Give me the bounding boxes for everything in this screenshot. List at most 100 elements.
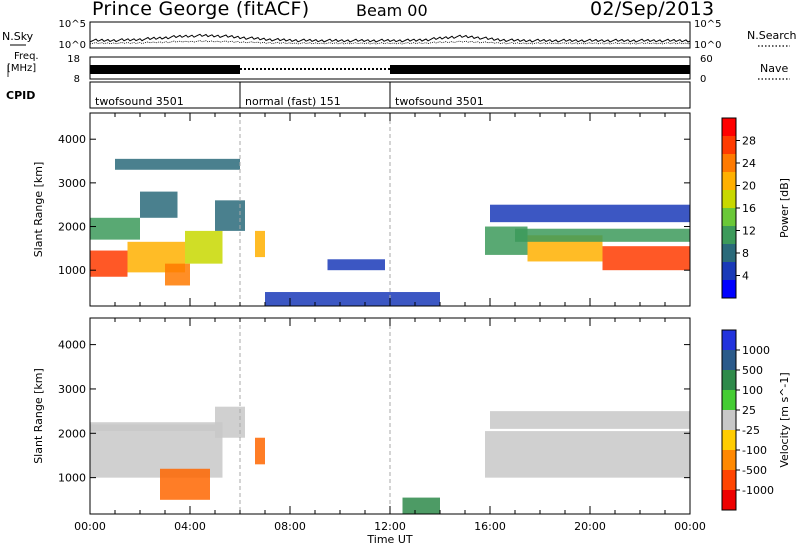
cpid-segment-label: twofsound 3501 [395,95,484,108]
freq-unit-label: [MHz] [7,63,37,74]
colorbar-swatch [722,450,736,471]
colorbar-swatch [722,330,736,351]
colorbar-tick-label: 8 [742,247,749,260]
cpid-segment-label: twofsound 3501 [95,95,184,108]
power-data-band [90,217,140,240]
time-tick-label: 08:00 [274,520,306,533]
velocity-data-band [90,422,223,478]
freq-left-tick-top: 18 [67,54,80,65]
power-ytick-label: 3000 [58,177,86,190]
power-ytick-label: 1000 [58,264,86,277]
noise-sky-series [89,33,691,43]
colorbar-tick-label: 20 [742,180,756,193]
power-ytick-label: 2000 [58,221,86,234]
velocity-y-axis-label: Slant Range [km] [32,368,45,464]
velocity-ytick-label: 2000 [58,427,86,440]
velocity-data-band [90,424,215,432]
time-tick-label: 04:00 [174,520,206,533]
nave-label: Nave [760,62,789,75]
cpid-segment-label: normal (fast) 151 [245,95,341,108]
colorbar-tick-label: 25 [742,404,756,417]
colorbar-swatch [722,430,736,451]
colorbar-swatch [722,154,736,173]
velocity-ytick-label: 3000 [58,383,86,396]
freq-band-a [90,65,240,74]
power-data-band [185,230,223,264]
colorbar-tick-label: 28 [742,135,756,148]
power-ytick-label: 4000 [58,133,86,146]
colorbar-tick-label: 500 [742,364,763,377]
noise-left-tick-top: 10^5 [59,19,86,30]
freq-right-tick-bottom: 0 [700,74,706,85]
power-data-band [515,228,690,242]
colorbar-swatch [722,208,736,227]
power-data-band [115,158,240,170]
colorbar-tick-label: -25 [742,424,760,437]
velocity-data-band [485,431,690,478]
power-panel: 1000 2000 3000 4000 Slant Range [km] [32,112,691,307]
colorbar-swatch [722,190,736,209]
freq-panel: 18 8 60 0 [7,54,790,85]
colorbar-swatch [722,262,736,281]
colorbar-tick-label: 16 [742,202,756,215]
noise-right-tick-top: 10^5 [694,19,721,30]
colorbar-tick-label: -1000 [742,484,774,497]
time-tick-label: 00:00 [674,520,706,533]
velocity-colorbar: 1000 500 100 25 -25 -100 -500 -1000 Velocity [m … [721,329,791,511]
velocity-ytick-label: 1000 [58,472,86,485]
power-colorbar: 28 24 20 16 12 8 4 Power [dB] [721,117,791,299]
colorbar-swatch [722,470,736,491]
colorbar-tick-label: 1000 [742,344,770,357]
time-tick-label: 16:00 [474,520,506,533]
colorbar-tick-label: -500 [742,464,767,477]
power-y-axis-label: Slant Range [km] [32,162,45,258]
freq-band-c [390,65,690,74]
time-tick-label: 20:00 [574,520,606,533]
cpid-label: CPID [6,89,36,102]
power-data-band [90,250,128,277]
colorbar-swatch [722,136,736,155]
power-data-band [165,263,190,286]
freq-left-tick-bottom: 8 [74,74,80,85]
velocity-panel: 1000 2000 3000 4000 00:00 04:00 08:00 12:00 16:0… [32,317,706,546]
colorbar-swatch [722,490,736,511]
colorbar-swatch [722,370,736,391]
colorbar-label: Velocity [m s^-1] [778,372,791,467]
freq-right-tick-top: 60 [700,54,713,65]
colorbar-swatch [722,244,736,263]
colorbar-swatch [722,118,736,137]
velocity-data-band [255,437,265,465]
power-data-band [265,292,440,306]
colorbar-swatch [722,172,736,191]
velocity-data-band [490,411,690,429]
colorbar-tick-label: 100 [742,384,763,397]
noise-panel: 10^5 10^0 10^5 10^0 [10,19,790,51]
power-data-band [490,204,690,223]
colorbar-swatch [722,410,736,431]
power-data-band [602,246,690,271]
colorbar-tick-label: 12 [742,225,756,238]
n-search-label: N.Search [747,29,797,42]
time-tick-label: 00:00 [74,520,106,533]
colorbar-swatch [722,350,736,371]
noise-right-tick-bottom: 10^0 [694,40,721,51]
date-title: 02/Sep/2013 [590,0,715,20]
station-title: Prince George (fitACF) [92,0,310,20]
velocity-data-band [402,497,440,514]
velocity-ytick-label: 4000 [58,339,86,352]
n-sky-label: N.Sky [2,30,34,43]
colorbar-swatch [722,280,736,299]
velocity-data-band [160,468,210,500]
beam-title: Beam 00 [356,1,428,20]
colorbar-tick-label: -100 [742,444,767,457]
power-data-band [255,230,265,258]
colorbar-swatch [722,390,736,411]
colorbar-tick-label: 24 [742,157,756,170]
freq-label: Freq. [14,51,39,62]
power-data-band [327,259,385,271]
colorbar-label: Power [dB] [778,178,791,238]
time-tick-label: 12:00 [374,520,406,533]
power-data-band [140,191,178,218]
